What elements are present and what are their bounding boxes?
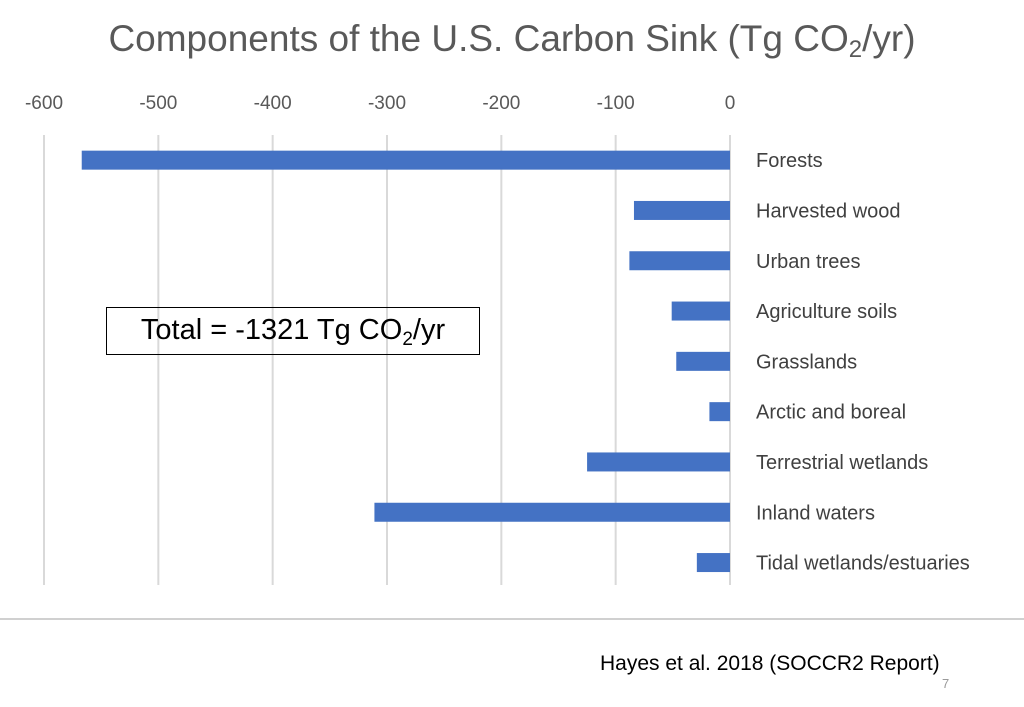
total-text-end: /yr — [412, 314, 446, 346]
total-annotation-box: Total = -1321 Tg CO2/yr — [106, 307, 480, 355]
category-label: Terrestrial wetlands — [756, 452, 928, 474]
category-label: Agriculture soils — [756, 301, 897, 323]
total-text-main: Total = -1321 Tg CO — [140, 314, 403, 346]
chart-title-end: /yr) — [862, 18, 916, 59]
bar — [629, 251, 730, 271]
bar — [709, 402, 730, 422]
x-tick-label: -400 — [254, 93, 292, 114]
category-label: Tidal wetlands/estuaries — [756, 553, 970, 575]
category-label: Inland waters — [756, 502, 875, 524]
footer-divider — [0, 618, 1024, 620]
bar — [696, 553, 730, 573]
x-tick-label: -200 — [482, 93, 520, 114]
category-label: Forests — [756, 150, 823, 172]
chart-title: Components of the U.S. Carbon Sink (Tg C… — [0, 18, 1024, 64]
bars — [81, 150, 731, 573]
x-tick-label: -600 — [25, 93, 63, 114]
x-tick-label: 0 — [725, 93, 736, 114]
chart-title-subscript: 2 — [848, 36, 863, 63]
x-tick-label: -500 — [139, 93, 177, 114]
chart-title-main: Components of the U.S. Carbon Sink (Tg C… — [108, 18, 849, 59]
bar — [671, 301, 730, 321]
x-tick-label: -100 — [597, 93, 635, 114]
bar — [676, 351, 730, 371]
category-label: Urban trees — [756, 251, 861, 273]
category-labels: Forests Harvested wood Urban trees Agricult… — [756, 150, 970, 574]
bar — [374, 502, 730, 522]
x-axis-tick-labels: -600 -500 -400 -300 -200 -100 0 — [25, 93, 735, 114]
category-label: Harvested wood — [756, 200, 901, 222]
x-tick-label: -300 — [368, 93, 406, 114]
bar — [81, 150, 731, 170]
total-text-subscript: 2 — [402, 329, 413, 350]
category-label: Grasslands — [756, 351, 857, 373]
bar — [633, 200, 730, 220]
bar — [587, 452, 730, 472]
category-label: Arctic and boreal — [756, 402, 906, 424]
slide-number: 7 — [942, 676, 950, 691]
citation: Hayes et al. 2018 (SOCCR2 Report) — [600, 652, 940, 675]
